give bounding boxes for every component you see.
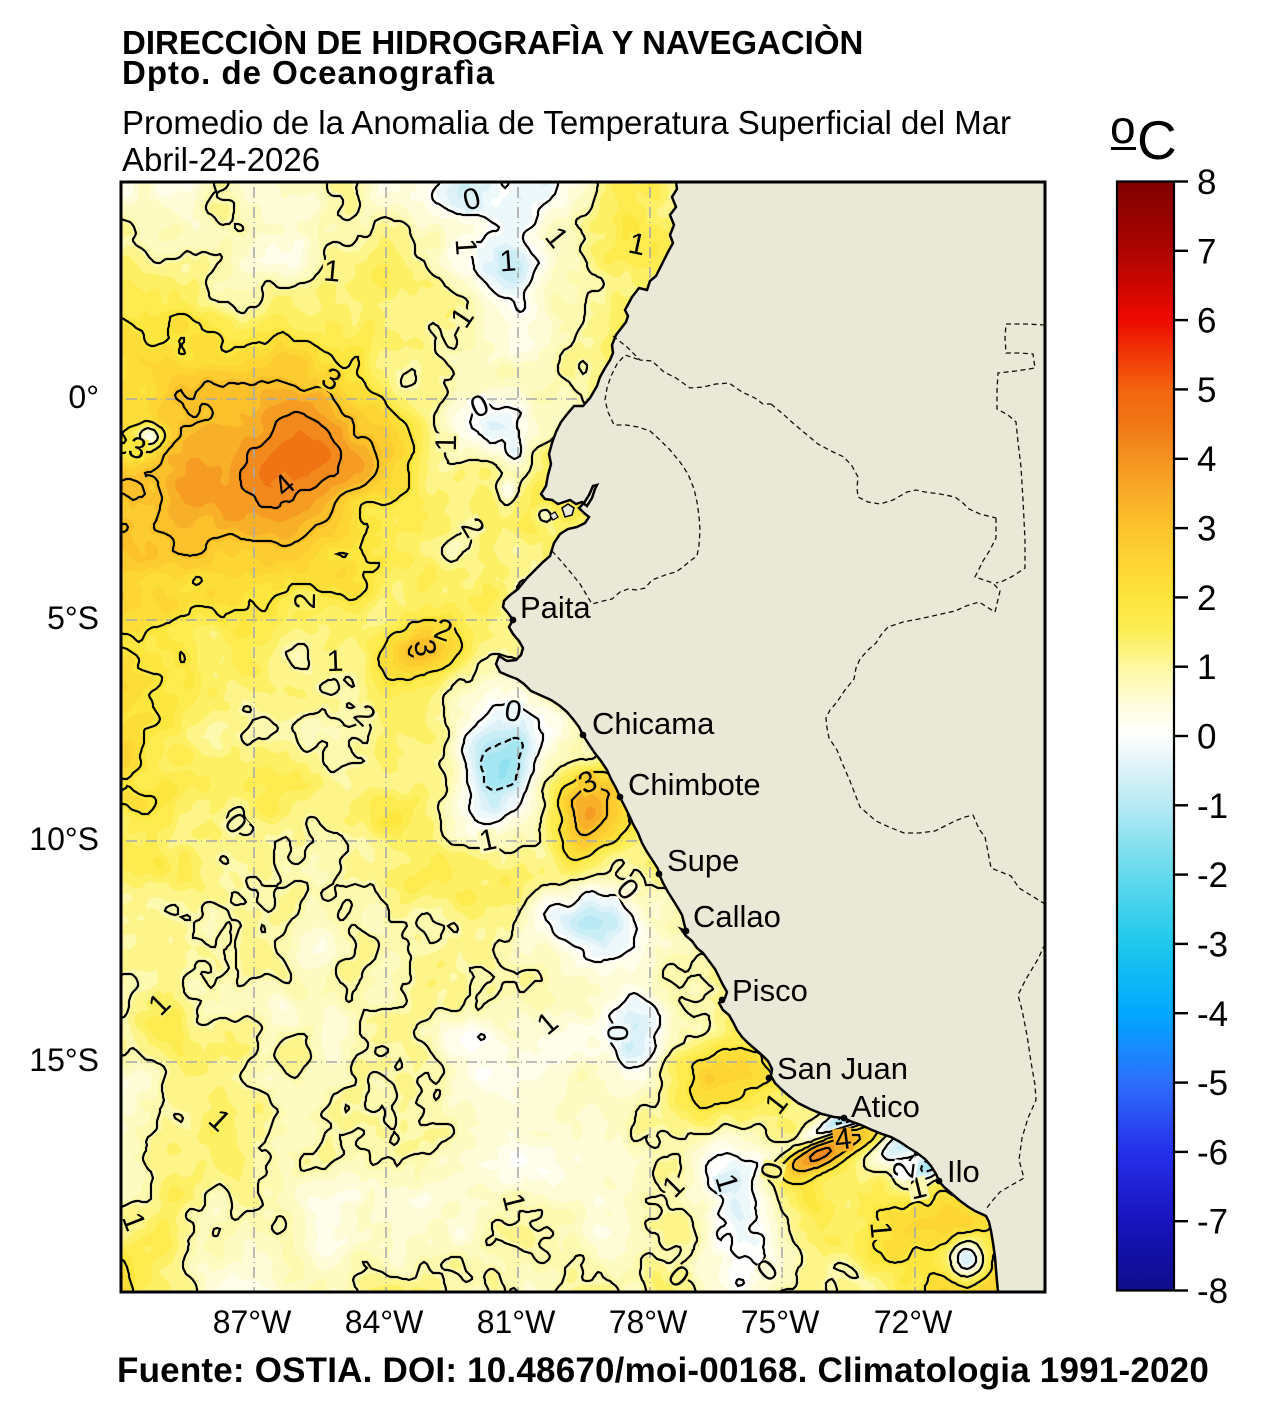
svg-text:1: 1 — [498, 244, 517, 278]
svg-text:1: 1 — [326, 645, 344, 679]
svg-text:Callao: Callao — [693, 899, 781, 934]
svg-text:Atico: Atico — [851, 1089, 920, 1124]
svg-text:1: 1 — [626, 227, 649, 263]
svg-text:0°: 0° — [68, 379, 99, 415]
svg-text:2: 2 — [289, 592, 322, 609]
svg-text:C: C — [1137, 109, 1177, 171]
svg-text:-1: -1 — [1197, 787, 1228, 826]
svg-text:72°W: 72°W — [874, 1304, 953, 1340]
svg-text:-8: -8 — [1197, 1272, 1228, 1311]
svg-text:-3: -3 — [1197, 925, 1228, 964]
svg-text:o: o — [1110, 101, 1136, 153]
svg-text:1: 1 — [448, 237, 482, 256]
svg-text:Supe: Supe — [667, 843, 739, 878]
svg-text:Chimbote: Chimbote — [628, 767, 761, 802]
svg-text:Ilo: Ilo — [947, 1154, 980, 1189]
svg-text:-2: -2 — [1197, 856, 1228, 895]
svg-text:1: 1 — [863, 1220, 897, 1240]
svg-text:-5: -5 — [1197, 1064, 1228, 1103]
svg-text:Chicama: Chicama — [592, 706, 715, 741]
svg-text:84°W: 84°W — [345, 1304, 424, 1340]
svg-text:Fuente: OSTIA. DOI: 10.48670/m: Fuente: OSTIA. DOI: 10.48670/moi-00168. … — [117, 1351, 1209, 1390]
svg-text:DIRECCIÒN DE HIDROGRAFÌA Y NAV: DIRECCIÒN DE HIDROGRAFÌA Y NAVEGACIÒN — [122, 24, 863, 61]
svg-text:2: 2 — [887, 1160, 922, 1181]
svg-text:7: 7 — [1197, 232, 1216, 271]
svg-text:4: 4 — [833, 1122, 854, 1157]
svg-text:78°W: 78°W — [609, 1304, 688, 1340]
svg-text:Paita: Paita — [520, 590, 591, 625]
svg-text:San Juan: San Juan — [777, 1051, 908, 1086]
svg-text:Dpto. de Oceanografìa: Dpto. de Oceanografìa — [122, 54, 495, 91]
svg-text:1: 1 — [430, 434, 463, 451]
svg-text:81°W: 81°W — [477, 1304, 556, 1340]
svg-text:Promedio de la Anomalia de Tem: Promedio de la Anomalia de Temperatura S… — [122, 104, 1011, 141]
svg-text:2: 2 — [1197, 579, 1216, 618]
svg-text:1: 1 — [1197, 648, 1216, 687]
svg-text:87°W: 87°W — [213, 1304, 292, 1340]
svg-text:0: 0 — [502, 694, 524, 729]
svg-text:0: 0 — [1197, 718, 1216, 757]
svg-text:Pisco: Pisco — [732, 973, 808, 1008]
svg-text:4: 4 — [1197, 440, 1216, 479]
svg-text:Abril-24-2026: Abril-24-2026 — [122, 141, 320, 178]
svg-text:8: 8 — [1197, 163, 1216, 202]
svg-text:3: 3 — [407, 637, 442, 659]
svg-text:15°S: 15°S — [29, 1042, 99, 1078]
svg-text:-4: -4 — [1197, 995, 1228, 1034]
svg-text:-7: -7 — [1197, 1203, 1228, 1242]
svg-text:-6: -6 — [1197, 1133, 1228, 1172]
svg-text:1: 1 — [476, 823, 499, 859]
svg-text:75°W: 75°W — [741, 1304, 820, 1340]
svg-text:5°S: 5°S — [47, 600, 99, 636]
svg-text:3: 3 — [1197, 510, 1216, 549]
svg-text:6: 6 — [1197, 302, 1216, 341]
svg-text:1: 1 — [322, 254, 342, 288]
svg-text:0: 0 — [602, 1025, 635, 1042]
svg-text:10°S: 10°S — [29, 821, 99, 857]
svg-text:5: 5 — [1197, 371, 1216, 410]
